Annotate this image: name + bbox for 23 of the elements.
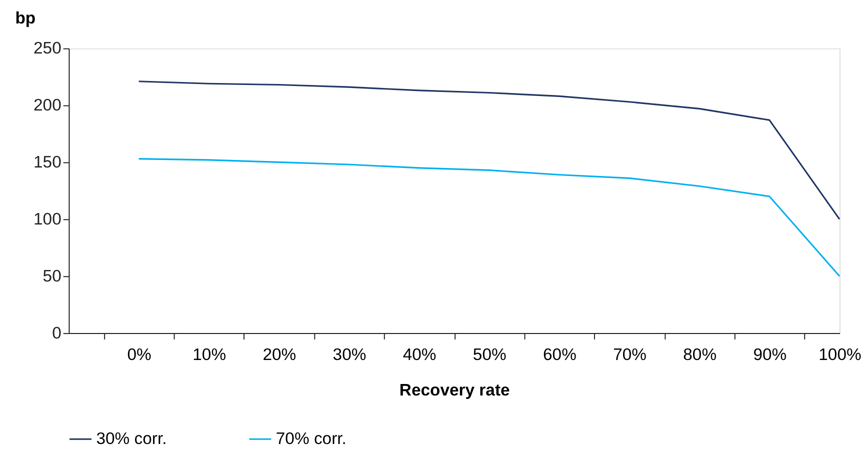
x-tick-label: 0% — [127, 345, 152, 364]
x-tick-label: 100% — [818, 345, 862, 364]
x-tick-label: 10% — [192, 345, 226, 364]
y-tick-label: 0 — [52, 323, 62, 342]
x-tick-label: 90% — [753, 345, 787, 364]
line-series — [138, 80, 840, 220]
x-tick-label: 70% — [613, 345, 647, 364]
line-series — [138, 158, 840, 277]
x-tick-label: 80% — [683, 345, 717, 364]
y-tick-label: 200 — [34, 96, 62, 115]
x-tick-label: 40% — [402, 345, 436, 364]
y-axis-title: bp — [15, 8, 36, 28]
x-tick-label: 60% — [543, 345, 577, 364]
legend-label: 30% corr. — [96, 429, 167, 448]
legend-label: 70% corr. — [276, 429, 346, 448]
y-tick-label: 100 — [34, 210, 62, 229]
y-tick-label: 50 — [42, 266, 62, 286]
x-tick-label: 50% — [472, 345, 506, 364]
x-tick-label: 20% — [262, 345, 296, 364]
y-tick-label: 250 — [34, 38, 62, 58]
x-axis-title: Recovery rate — [399, 380, 510, 400]
y-tick-label: 150 — [34, 152, 62, 172]
x-tick-label: 30% — [332, 345, 366, 364]
